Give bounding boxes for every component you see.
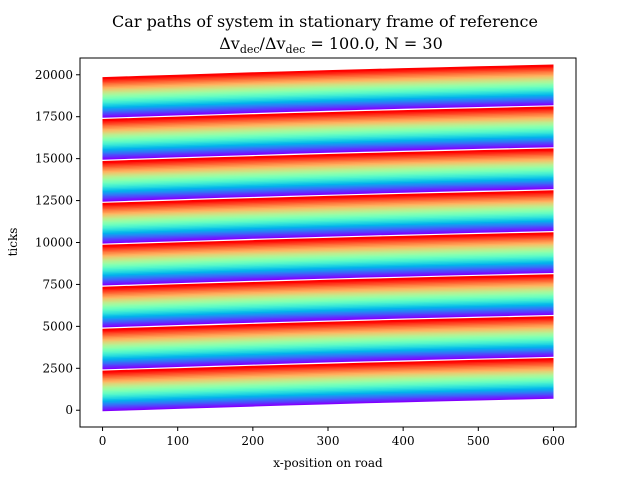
x-tick-label: 0 [99, 434, 107, 448]
car-path-line [102, 68, 554, 377]
car-path-line [102, 69, 554, 379]
x-tick-label: 500 [467, 434, 490, 448]
car-path-line [102, 91, 554, 400]
x-tick-label: 300 [317, 434, 340, 448]
car-paths [102, 64, 554, 412]
y-tick-label: 0 [65, 403, 73, 417]
car-path-line [102, 92, 554, 401]
car-path-line [102, 76, 554, 385]
car-path-line [102, 87, 554, 396]
car-path-line [102, 100, 554, 409]
car-path-line [102, 65, 554, 375]
car-path-line [102, 81, 554, 391]
car-path-line [102, 101, 554, 410]
car-path-line [102, 97, 554, 406]
car-path-line [102, 72, 554, 381]
car-path-line [102, 83, 554, 392]
y-axis: 0 2500 5000 7500 10000 12500 15000 17500 20000 [35, 68, 80, 417]
car-path-line [102, 99, 554, 408]
car-path-line [102, 75, 554, 384]
x-tick-label: 200 [241, 434, 264, 448]
car-path-line [102, 96, 554, 405]
y-tick-label: 20000 [35, 68, 73, 82]
y-tick-label: 7500 [42, 277, 73, 291]
x-tick-label: 400 [392, 434, 415, 448]
car-path-line [102, 79, 554, 388]
y-axis-label: ticks [6, 228, 20, 257]
car-path-line [102, 85, 554, 395]
car-path-line [102, 95, 554, 404]
car-path-line [102, 71, 554, 380]
car-path-line [102, 88, 554, 397]
y-tick-label: 15000 [35, 152, 73, 166]
y-tick-label: 10000 [35, 236, 73, 250]
x-axis-label: x-position on road [273, 456, 383, 470]
y-tick-label: 5000 [42, 319, 73, 333]
x-tick-label: 600 [542, 434, 565, 448]
car-path-line [102, 103, 554, 412]
y-tick-label: 2500 [42, 361, 73, 375]
chart-title: Car paths of system in stationary frame … [112, 12, 538, 31]
car-path-line [102, 80, 554, 389]
car-path-line [102, 64, 554, 373]
car-path-line [102, 73, 554, 383]
y-tick-label: 12500 [35, 194, 73, 208]
car-path-line [102, 67, 554, 376]
x-axis: 0 100 200 300 400 500 600 [99, 427, 565, 448]
x-tick-label: 100 [166, 434, 189, 448]
car-path-line [102, 93, 554, 402]
car-path-line [102, 77, 554, 387]
car-path-line [102, 84, 554, 393]
chart-subtitle: Δvdec/Δvdec = 100.0, N = 30 [219, 34, 443, 56]
y-tick-label: 17500 [35, 110, 73, 124]
car-path-line [102, 89, 554, 398]
